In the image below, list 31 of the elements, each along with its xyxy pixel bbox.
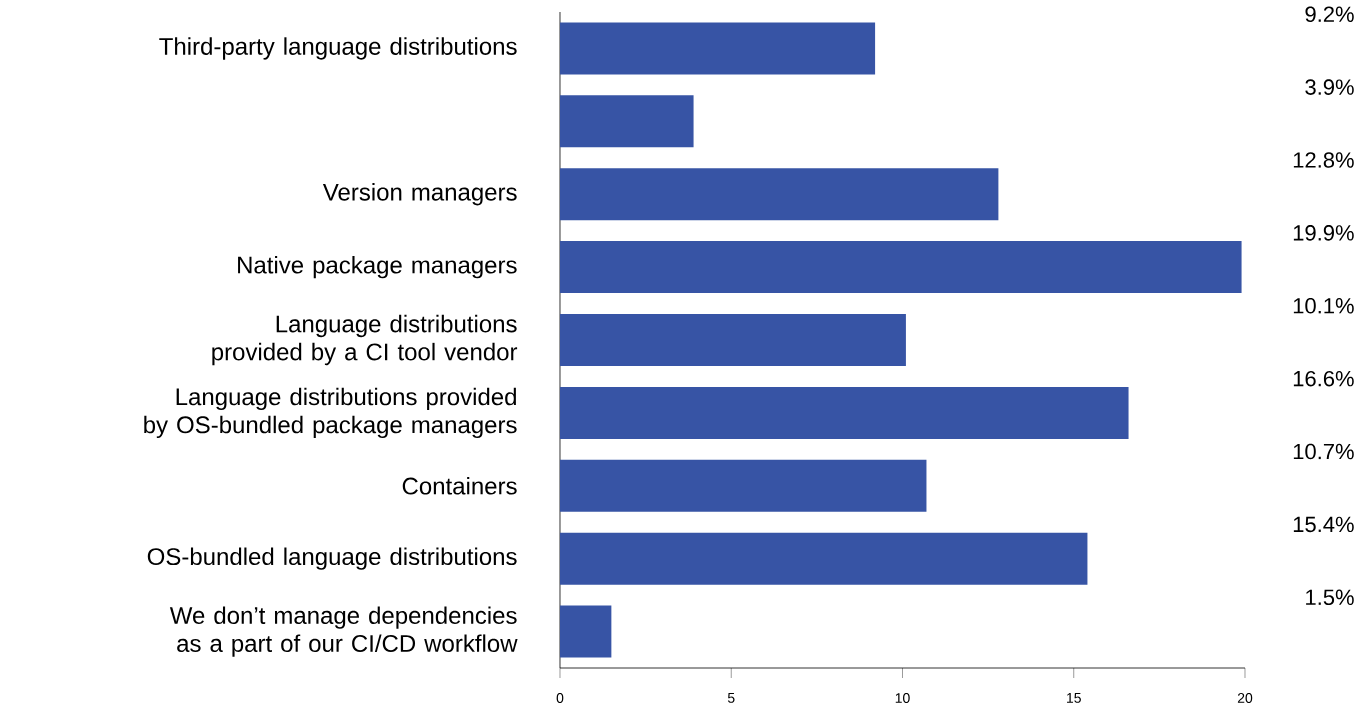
y-tick-label: Containers (402, 476, 517, 495)
data-label: 9.2% (1305, 6, 1354, 22)
x-tick-label: 5 (727, 693, 735, 703)
x-tick-label: 0 (556, 693, 564, 703)
x-tick-label: 10 (895, 693, 910, 703)
bar (559, 95, 694, 148)
y-tick-label: Native package managers (238, 255, 517, 279)
x-tick-label: 15 (1067, 693, 1081, 703)
y-tick-label: Third-party language distributions (159, 37, 517, 60)
y-tick-label: Language distributions provided by OS-bundled package managers (144, 387, 517, 439)
bar (559, 314, 906, 367)
bar (559, 459, 927, 512)
data-label: 12.8% (1293, 152, 1354, 168)
data-label: 15.4% (1293, 516, 1354, 533)
bar (559, 241, 1242, 294)
data-label: 10.7% (1293, 443, 1354, 460)
bar (559, 386, 1129, 439)
data-label: 16.6% (1293, 370, 1354, 387)
data-label: 10.1% (1293, 297, 1354, 314)
bar (559, 168, 999, 221)
y-tick-label: OS-bundled language distributions (147, 547, 517, 570)
bar (559, 605, 612, 658)
x-tick-label: 20 (1237, 693, 1253, 703)
y-tick-label: Version managers (322, 183, 517, 206)
data-label: 19.9% (1293, 225, 1354, 241)
y-tick-label: We don’t manage dependencies as a part of our CI/CD workflow (169, 606, 518, 657)
bar (559, 22, 876, 75)
data-label: 3.9% (1305, 79, 1354, 95)
data-label: 1.5% (1306, 589, 1354, 606)
bar (559, 532, 1088, 585)
y-tick-label: Language distributions provided by a CI tool vendor (212, 314, 518, 366)
